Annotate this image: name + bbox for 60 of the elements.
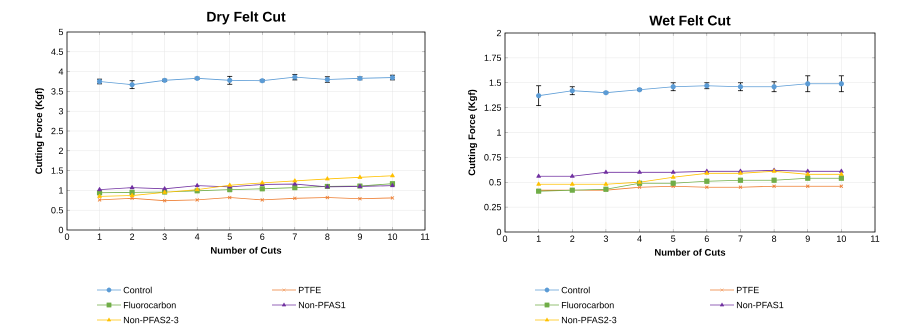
x-tick-label: 9 — [358, 234, 362, 240]
y-axis-title: Cutting Force (Kgf) — [468, 90, 478, 176]
x-axis-title: Number of Cuts — [211, 246, 282, 254]
legend-label: Non-PFAS2-3 — [562, 316, 616, 324]
y-tick-label: 0.75 — [484, 154, 502, 161]
x-tick-label: 4 — [194, 234, 200, 240]
y-tick-label: 1 — [59, 187, 64, 194]
y-tick-label: 2 — [58, 148, 64, 154]
chart-title: Dry Felt Cut — [207, 11, 286, 24]
y-tick-label: 1 — [497, 129, 502, 136]
y-tick-label: 4.5 — [51, 48, 64, 55]
y-axis-title: Cutting Force (Kgf) — [35, 88, 44, 174]
x-tick-label: 10 — [837, 236, 846, 242]
x-tick-label: 1 — [98, 234, 102, 240]
y-tick-label: 5 — [58, 28, 64, 36]
y-tick-label: 2 — [496, 30, 502, 36]
x-tick-label: 2 — [570, 236, 574, 242]
legend-label: Fluorocarbon — [562, 302, 614, 308]
x-tick-label: 6 — [260, 234, 264, 240]
y-tick-label: 0.25 — [484, 204, 502, 210]
legend-label: Control — [124, 286, 152, 294]
legend-label: Non-PFAS1 — [736, 302, 784, 308]
x-tick-label: 4 — [637, 236, 642, 242]
x-tick-label: 6 — [704, 236, 709, 242]
y-tick-label: 3.5 — [51, 88, 64, 95]
legend-label: Fluorocarbon — [124, 302, 176, 308]
x-tick-label: 7 — [738, 236, 743, 242]
y-tick-label: 0.5 — [489, 179, 502, 186]
legend-label: Non-PFAS2-3 — [124, 316, 178, 324]
x-tick-label: 2 — [130, 234, 134, 240]
x-tick-label: 7 — [292, 234, 297, 240]
chart-title: Wet Felt Cut — [649, 15, 731, 26]
legend-label: PTFE — [298, 286, 321, 294]
legend-label: PTFE — [736, 286, 759, 294]
y-tick-label: 1.25 — [484, 104, 502, 111]
x-tick-label: 10 — [388, 234, 398, 240]
legend-label: Non-PFAS1 — [298, 302, 346, 308]
x-tick-label: 11 — [421, 234, 430, 240]
x-tick-label: 8 — [325, 234, 330, 240]
x-tick-label: 11 — [871, 236, 880, 242]
y-tick-label: 2.5 — [51, 128, 64, 134]
x-tick-label: 0 — [502, 236, 508, 242]
x-axis-title: Number of Cuts — [655, 248, 726, 256]
y-tick-label: 1.5 — [52, 167, 64, 174]
x-tick-label: 3 — [162, 234, 167, 240]
y-tick-label: 1.5 — [490, 80, 502, 86]
x-tick-label: 3 — [604, 236, 608, 242]
x-tick-label: 5 — [671, 236, 676, 242]
y-tick-label: 4 — [58, 68, 64, 75]
x-tick-label: 9 — [806, 236, 810, 242]
y-tick-label: 0 — [496, 228, 502, 236]
y-tick-label: 1.75 — [484, 54, 502, 62]
x-tick-label: 8 — [772, 236, 776, 242]
y-tick-label: 0.5 — [51, 207, 64, 214]
x-tick-label: 1 — [536, 236, 541, 242]
legend-label: Control — [562, 286, 590, 294]
x-tick-label: 0 — [64, 234, 70, 240]
y-tick-label: 0 — [58, 226, 64, 234]
y-tick-label: 3 — [58, 108, 64, 114]
x-tick-label: 5 — [228, 234, 232, 240]
